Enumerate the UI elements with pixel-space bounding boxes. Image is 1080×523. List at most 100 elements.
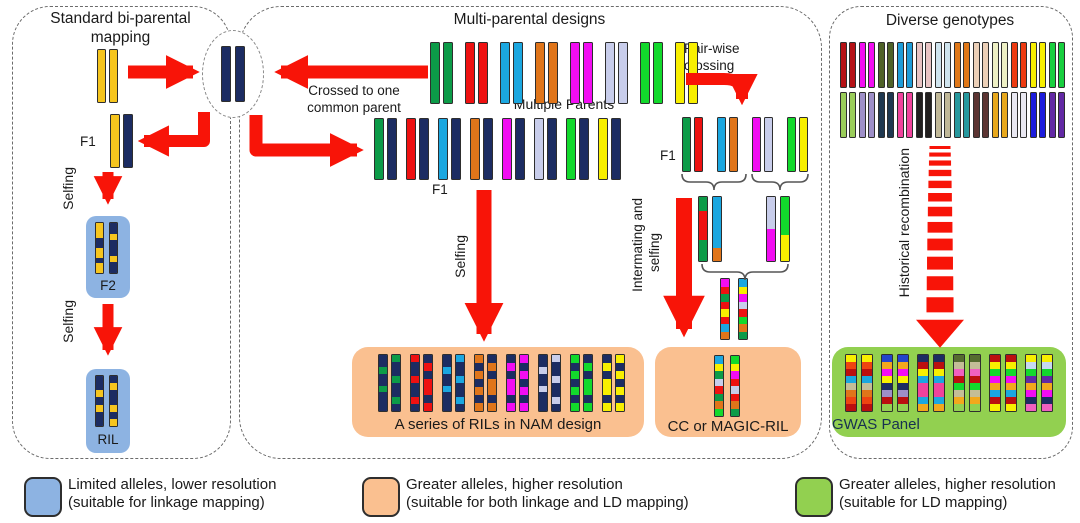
- chromosome-pair: [916, 42, 932, 88]
- chromosome-pair: [682, 117, 703, 172]
- chromosome: [653, 42, 663, 104]
- chromosome: [451, 118, 461, 180]
- chromosome: [221, 46, 231, 102]
- chromosome-pair: [406, 118, 429, 180]
- chromosome: [1030, 92, 1037, 138]
- chromosome: [1058, 42, 1065, 88]
- chromosome-pair: [535, 42, 558, 104]
- chromosome: [1011, 42, 1018, 88]
- chromosome: [897, 92, 904, 138]
- chromosome: [378, 354, 388, 412]
- chromosome: [487, 354, 497, 412]
- chromosome: [973, 42, 980, 88]
- chromosome: [682, 117, 691, 172]
- chromosome: [583, 354, 593, 412]
- chromosome: [500, 42, 510, 104]
- chromosome: [1039, 42, 1046, 88]
- chromosome: [374, 118, 384, 180]
- chromosome-pair: [840, 92, 856, 138]
- f2-chromosomes: [95, 222, 118, 274]
- chromosome: [470, 118, 480, 180]
- chromosome: [1049, 42, 1056, 88]
- chromosome: [443, 42, 453, 104]
- chromosome-pair: [374, 118, 397, 180]
- chromosome-pair: [714, 355, 740, 417]
- chromosome-pair: [878, 42, 894, 88]
- chromosome-pair: [506, 354, 529, 412]
- chromosome-pair: [1049, 92, 1065, 138]
- label-f1-pairwise: F1: [660, 148, 676, 163]
- title-biparental: Standard bi-parental mapping: [12, 9, 229, 47]
- chromosome: [478, 42, 488, 104]
- chromosome: [849, 92, 856, 138]
- chromosome: [123, 114, 133, 168]
- chromosome: [766, 196, 776, 262]
- chromosome: [548, 42, 558, 104]
- label-ril: RIL: [97, 432, 119, 447]
- chromosome: [387, 118, 397, 180]
- chromosome: [442, 354, 452, 412]
- chromosome: [1058, 92, 1065, 138]
- chromosome-pair: [95, 222, 118, 274]
- chromosome: [916, 42, 923, 88]
- chromosome: [963, 42, 970, 88]
- chromosome-pair: [605, 42, 628, 104]
- chromosome-pair: [989, 354, 1017, 412]
- chromosome: [992, 92, 999, 138]
- chromosome: [474, 354, 484, 412]
- label-crossed: Crossed to one common parent: [272, 82, 436, 116]
- chromosome: [519, 354, 529, 412]
- chromosome-pair: [640, 42, 663, 104]
- chromosome-pair: [465, 42, 488, 104]
- chromosome: [1041, 354, 1053, 412]
- chromosome: [1030, 42, 1037, 88]
- chromosome-pair: [442, 354, 465, 412]
- chromosome-pair: [859, 42, 875, 88]
- cc-magic-box: [655, 347, 801, 437]
- chromosome-pair: [720, 278, 748, 340]
- chromosome: [764, 117, 773, 172]
- chromosome: [1020, 42, 1027, 88]
- pairwise-gen2-chromosomes: [698, 196, 790, 262]
- legend-swatch-orange: [362, 477, 400, 517]
- chromosome: [714, 355, 724, 417]
- chromosome: [109, 49, 118, 103]
- chromosome-pair: [95, 375, 118, 427]
- chromosome: [982, 42, 989, 88]
- chromosome: [787, 117, 796, 172]
- chromosome-pair: [570, 42, 593, 104]
- common-parent-ellipse: [202, 30, 264, 118]
- chromosome: [897, 42, 904, 88]
- chromosome: [538, 354, 548, 412]
- diverse-genotypes-row1: [840, 42, 1065, 88]
- label-nam-box: A series of RILs in NAM design: [394, 416, 602, 433]
- chromosome: [840, 92, 847, 138]
- legend-text-blue: Limited alleles, lower resolution (suita…: [68, 476, 276, 512]
- legend-text-orange: Greater alleles, higher resolution (suit…: [406, 476, 689, 512]
- chromosome-pair: [1025, 354, 1053, 412]
- chromosome: [712, 196, 722, 262]
- chromosome: [973, 92, 980, 138]
- chromosome-pair: [598, 118, 621, 180]
- chromosome-pair: [438, 118, 461, 180]
- nam-f1-chromosomes: [374, 118, 621, 180]
- chromosome: [840, 42, 847, 88]
- chromosome: [483, 118, 493, 180]
- legend-orange-line1: Greater alleles, higher resolution: [406, 476, 623, 493]
- pairwise-gen3-chromosomes: [720, 278, 748, 340]
- chromosome: [935, 42, 942, 88]
- chromosome: [845, 354, 857, 412]
- chromosome: [515, 118, 525, 180]
- label-gwas-box: GWAS Panel: [832, 416, 920, 433]
- chromosome: [730, 355, 740, 417]
- chromosome: [881, 354, 893, 412]
- chromosome: [1039, 92, 1046, 138]
- label-intermating-line2: selfing: [647, 233, 662, 273]
- label-crossed-line1: Crossed to one: [308, 83, 400, 98]
- label-selfing-nam: Selfing: [452, 235, 468, 278]
- legend-swatch-blue: [24, 477, 62, 517]
- chromosome-pair: [566, 118, 589, 180]
- chromosome: [502, 118, 512, 180]
- common-parent-chromosomes: [221, 46, 245, 102]
